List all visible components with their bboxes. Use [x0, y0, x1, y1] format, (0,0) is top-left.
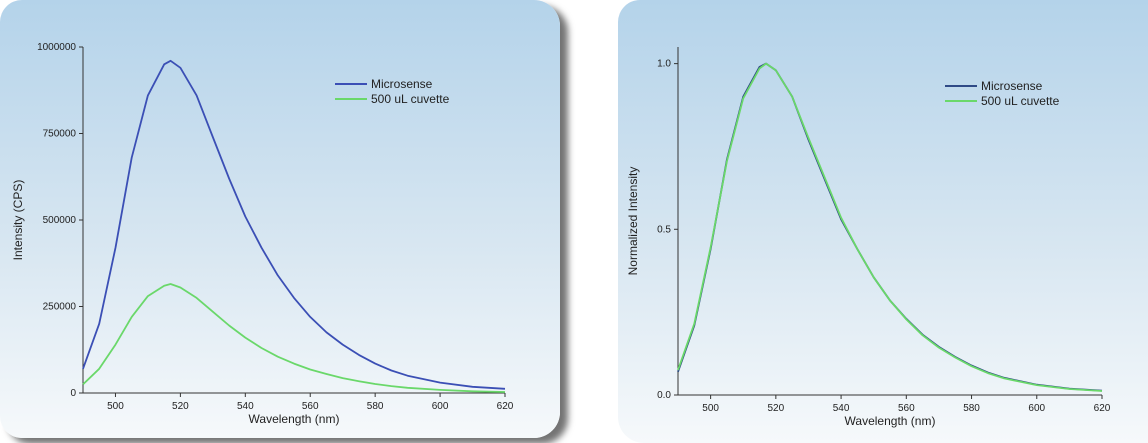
legend-label: Microsense	[371, 77, 433, 91]
normalized-intensity-chart: 500 520 540 560 580 600 620 0.0 0.5 1.0 Wavelength…	[626, 47, 1111, 428]
legend-label: Microsense	[981, 79, 1043, 93]
x-tick-label: 600	[432, 401, 449, 412]
y-tick-label: 750000	[43, 129, 77, 140]
y-tick-label: 1.0	[657, 59, 671, 70]
legend-label: 500 uL cuvette	[371, 92, 450, 106]
x-tick-label: 560	[302, 401, 319, 412]
y-tick-label: 0.0	[657, 390, 671, 401]
x-tick-label: 520	[768, 403, 785, 414]
x-axis-label: Wavelength (nm)	[845, 414, 936, 428]
y-axis-label: Intensity (CPS)	[11, 180, 25, 261]
series-line-0	[677, 62, 1103, 392]
x-tick-label: 520	[172, 401, 189, 412]
x-tick-label: 580	[963, 403, 980, 414]
x-tick-label: 540	[237, 401, 254, 412]
y-tick-label: 0	[70, 388, 76, 399]
y-tick-label: 500000	[43, 215, 77, 226]
y-tick-label: 1000000	[37, 42, 76, 53]
series-line-1	[82, 283, 506, 393]
series-line-1	[677, 62, 1103, 392]
y-tick-label: 250000	[43, 302, 77, 313]
x-tick-label: 500	[107, 401, 124, 412]
legend-label: 500 uL cuvette	[981, 94, 1060, 108]
x-tick-label: 540	[833, 403, 850, 414]
x-tick-label: 560	[898, 403, 915, 414]
x-tick-label: 620	[1094, 403, 1111, 414]
y-tick-label: 0.5	[657, 224, 671, 235]
x-tick-label: 620	[497, 401, 514, 412]
series-line-0	[82, 59, 506, 390]
y-axis-label: Normalized Intensity	[626, 167, 640, 276]
chart-panel-left: 500 520 540 560 580 600 620 0 250000 500000 750000…	[0, 0, 560, 438]
x-tick-label: 580	[367, 401, 384, 412]
chart-panel-right: 500 520 540 560 580 600 620 0.0 0.5 1.0 Wavelength…	[618, 0, 1148, 443]
x-tick-label: 600	[1028, 403, 1045, 414]
intensity-chart: 500 520 540 560 580 600 620 0 250000 500000 750000…	[11, 42, 514, 426]
x-axis-label: Wavelength (nm)	[249, 412, 340, 426]
x-tick-label: 500	[702, 403, 719, 414]
